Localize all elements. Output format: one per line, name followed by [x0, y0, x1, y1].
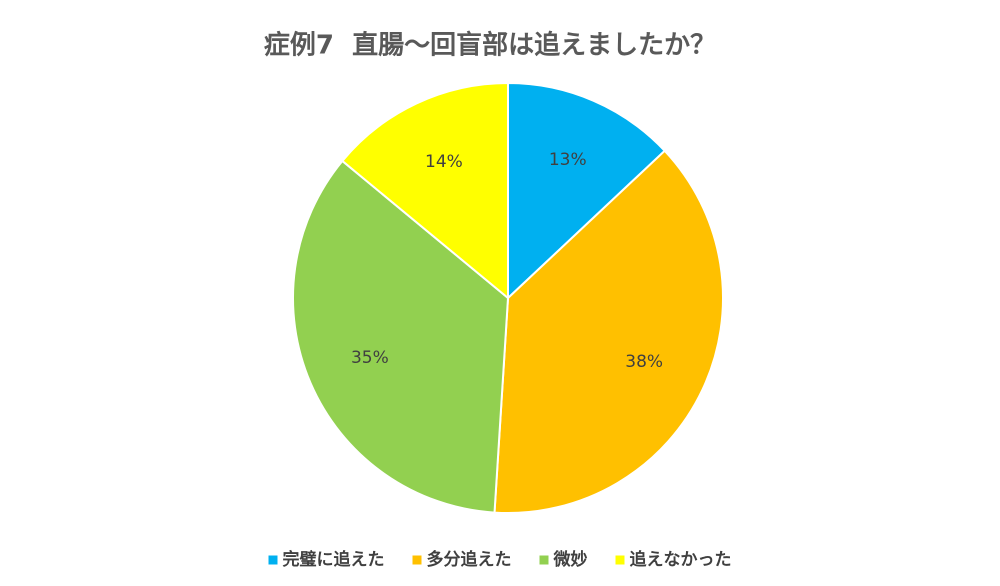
chart-title: 症例7 直腸～回盲部は追えましたか？ — [264, 30, 716, 61]
pie-slice — [292, 159, 510, 514]
pie-slice — [493, 149, 724, 514]
legend-swatch — [412, 555, 422, 565]
value-label: 38% — [625, 352, 663, 372]
legend-label: 多分追えた — [427, 549, 512, 570]
legend-label: 追えなかった — [630, 549, 732, 570]
pie-slice — [340, 81, 509, 301]
legend-swatch — [539, 555, 549, 565]
legend-label: 微妙 — [553, 549, 588, 570]
legend-swatch — [615, 555, 625, 565]
legend-label: 完璧に追えた — [283, 549, 385, 570]
value-label: 13% — [549, 150, 587, 170]
value-label: 35% — [351, 348, 389, 368]
legend-swatch — [268, 555, 278, 565]
value-label: 14% — [425, 152, 463, 172]
pie-slice — [507, 81, 667, 301]
